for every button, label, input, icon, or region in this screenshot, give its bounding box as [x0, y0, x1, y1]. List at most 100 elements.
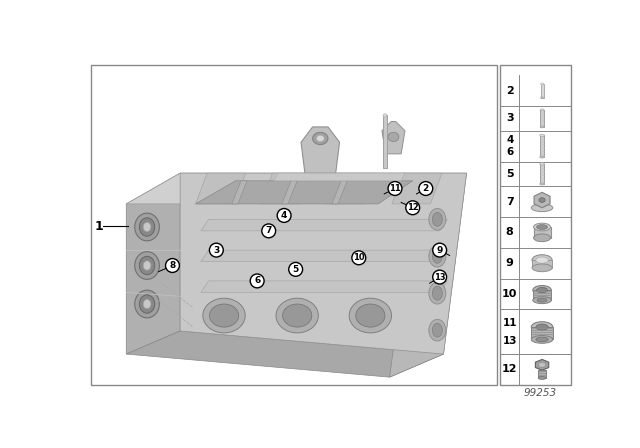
Ellipse shape [143, 299, 151, 309]
Text: 6: 6 [254, 276, 260, 285]
Ellipse shape [536, 337, 548, 342]
Ellipse shape [540, 183, 545, 185]
Ellipse shape [537, 298, 547, 302]
Ellipse shape [429, 246, 446, 267]
Text: 8: 8 [506, 228, 513, 237]
Ellipse shape [540, 134, 545, 137]
Polygon shape [126, 331, 444, 377]
Polygon shape [196, 181, 413, 204]
Polygon shape [274, 173, 405, 181]
Text: 7: 7 [266, 226, 272, 235]
Ellipse shape [316, 135, 324, 142]
Text: 7: 7 [506, 197, 513, 207]
Polygon shape [201, 281, 447, 293]
Ellipse shape [433, 286, 442, 300]
Polygon shape [261, 173, 311, 204]
Ellipse shape [537, 288, 547, 293]
Circle shape [289, 263, 303, 276]
Ellipse shape [135, 252, 159, 280]
Polygon shape [301, 127, 340, 173]
Text: 3: 3 [213, 246, 220, 254]
Ellipse shape [143, 261, 151, 270]
Bar [540, 135, 545, 157]
Polygon shape [536, 359, 548, 370]
Ellipse shape [540, 109, 544, 111]
Ellipse shape [531, 204, 553, 211]
Text: 5: 5 [506, 169, 513, 179]
Ellipse shape [539, 198, 545, 202]
Polygon shape [326, 173, 376, 204]
Circle shape [262, 224, 276, 238]
Ellipse shape [538, 376, 546, 379]
Ellipse shape [533, 285, 551, 295]
Bar [540, 164, 545, 184]
Text: 5: 5 [292, 265, 299, 274]
Ellipse shape [433, 212, 442, 226]
Text: 11: 11 [502, 318, 517, 328]
Bar [531, 327, 553, 340]
Polygon shape [196, 173, 246, 204]
Circle shape [166, 258, 179, 272]
Text: 10: 10 [502, 289, 517, 299]
Circle shape [209, 243, 223, 257]
Ellipse shape [356, 304, 385, 327]
Text: 10: 10 [353, 253, 365, 263]
Polygon shape [382, 121, 405, 154]
Circle shape [277, 208, 291, 222]
Ellipse shape [536, 257, 548, 263]
Ellipse shape [383, 114, 387, 117]
Text: 9: 9 [436, 246, 443, 254]
Text: 9: 9 [506, 258, 514, 268]
Ellipse shape [388, 132, 399, 142]
Polygon shape [332, 181, 348, 204]
Ellipse shape [143, 222, 151, 232]
Ellipse shape [531, 336, 553, 343]
Ellipse shape [540, 126, 544, 128]
Ellipse shape [140, 256, 155, 275]
Ellipse shape [140, 218, 155, 236]
Bar [500, 65, 572, 385]
Bar [532, 260, 552, 268]
Text: 4: 4 [506, 135, 513, 145]
Circle shape [419, 181, 433, 195]
Text: 4: 4 [281, 211, 287, 220]
Ellipse shape [140, 295, 155, 313]
Circle shape [406, 201, 420, 215]
Ellipse shape [135, 213, 159, 241]
Text: 99253: 99253 [523, 388, 556, 397]
Text: 12: 12 [407, 203, 419, 212]
Ellipse shape [540, 156, 545, 158]
Polygon shape [390, 173, 467, 377]
Ellipse shape [135, 290, 159, 318]
Circle shape [433, 270, 447, 284]
Ellipse shape [349, 298, 392, 333]
Bar [540, 110, 544, 127]
Polygon shape [201, 220, 447, 231]
Ellipse shape [209, 304, 239, 327]
Ellipse shape [541, 83, 543, 85]
Ellipse shape [276, 298, 318, 333]
Polygon shape [126, 173, 467, 204]
Ellipse shape [540, 163, 545, 165]
Text: 1: 1 [94, 220, 103, 233]
Text: 13: 13 [502, 336, 517, 346]
Bar [91, 65, 497, 385]
Text: 8: 8 [170, 261, 175, 270]
Bar [534, 227, 550, 238]
Ellipse shape [283, 304, 312, 327]
Circle shape [433, 243, 447, 257]
Ellipse shape [538, 362, 546, 367]
Circle shape [352, 251, 365, 265]
Ellipse shape [532, 255, 552, 266]
Circle shape [250, 274, 264, 288]
Ellipse shape [429, 319, 446, 341]
Ellipse shape [203, 298, 245, 333]
Ellipse shape [537, 225, 547, 229]
Ellipse shape [534, 234, 550, 241]
Ellipse shape [533, 297, 551, 304]
Polygon shape [201, 250, 447, 262]
Bar [383, 116, 387, 168]
Text: 2: 2 [506, 86, 513, 96]
Polygon shape [534, 192, 550, 208]
Text: 11: 11 [389, 184, 401, 193]
